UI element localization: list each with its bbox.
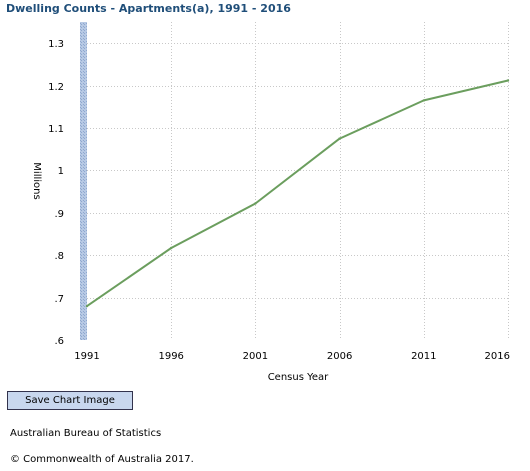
x-axis-title: Census Year	[268, 372, 329, 383]
y-tick-label: .7	[54, 294, 64, 305]
series-layer	[85, 79, 510, 308]
y-tick-label: .8	[54, 251, 64, 262]
x-tick-label: 2011	[411, 351, 436, 362]
y-axis-bar	[80, 22, 87, 340]
line-chart: .6 .7 .8 .9 1 1.1 1.2 1.3 1991 1996 2001 2006 2011 2…	[31, 22, 510, 383]
chart-title: Dwelling Counts - Apartments(a), 1991 - …	[6, 2, 291, 15]
source-text: Australian Bureau of Statistics	[10, 428, 162, 439]
series-line	[86, 79, 509, 307]
x-tick-label: 1996	[158, 351, 183, 362]
y-axis-title: Millions	[31, 162, 42, 199]
data-point	[85, 304, 89, 308]
data-point	[338, 137, 341, 140]
x-tick-label: 1991	[74, 351, 99, 362]
y-tick-label: .6	[54, 336, 64, 347]
gridlines	[87, 22, 509, 340]
data-point	[506, 79, 510, 82]
x-tick-labels: 1991 1996 2001 2006 2011 2016	[74, 351, 510, 362]
y-tick-label: .9	[54, 209, 64, 220]
y-tick-label: 1	[58, 166, 64, 177]
y-tick-label: 1.1	[48, 124, 64, 135]
copyright-text: © Commonwealth of Australia 2017.	[10, 454, 194, 465]
x-tick-label: 2006	[327, 351, 352, 362]
data-point	[254, 202, 257, 205]
save-chart-image-button[interactable]: Save Chart Image	[7, 391, 133, 410]
data-point	[170, 246, 173, 250]
y-tick-label: 1.2	[48, 82, 64, 93]
data-point	[422, 99, 425, 102]
x-tick-label: 2016	[485, 351, 510, 362]
y-tick-label: 1.3	[48, 39, 64, 50]
x-tick-label: 2001	[243, 351, 268, 362]
y-tick-labels: .6 .7 .8 .9 1 1.1 1.2 1.3	[48, 39, 64, 347]
